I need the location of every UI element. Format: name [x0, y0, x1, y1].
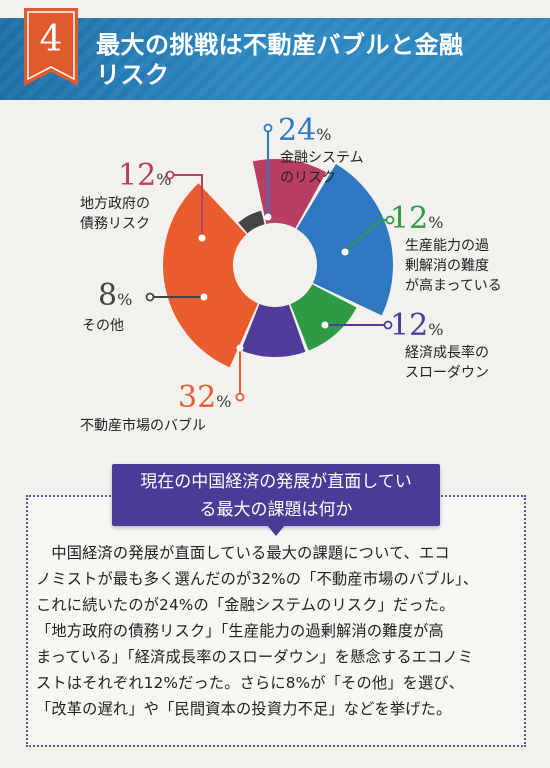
- leader-dot: [198, 234, 206, 242]
- badge-number: 4: [39, 19, 63, 60]
- body-line: ノミストが最も多く選んだのが32%の「不動産市場のバブル」、: [36, 570, 479, 588]
- leader-dot: [200, 293, 208, 301]
- question-box: 現在の中国経済の発展が直面してい る最大の課題は何か: [112, 464, 440, 526]
- page-title: 最大の挑戦は不動産バブルと金融 リスク: [96, 30, 536, 90]
- leader-end: [235, 392, 245, 402]
- title-line-1: 最大の挑戦は不動産バブルと金融: [96, 31, 464, 59]
- category-label: 経済成長率の: [405, 344, 489, 361]
- body-line: 中国経済の発展が直面している最大の課題について、エコ: [36, 544, 450, 562]
- category-label: 不動産市場のバブル: [80, 417, 206, 434]
- donut-chart: 24%金融システムのリスク12%生産能力の過剰解消の難度が高まっている12%経済…: [80, 113, 502, 434]
- leader-dot: [321, 321, 329, 329]
- category-label: 生産能力の過: [405, 238, 489, 254]
- leader-dot: [341, 248, 349, 256]
- pie-slice: [296, 163, 393, 316]
- body-line: 「改革の遅れ」や「民間資本の投資力不足」などを挙げた。: [36, 700, 452, 718]
- question-line-2: る最大の課題は何か: [199, 500, 353, 520]
- percent-label: 8%: [98, 278, 132, 313]
- leader-line: [170, 174, 203, 238]
- body-line: 「地方政府の債務リスク」「生産能力の過剰解消の難度が高: [36, 622, 444, 640]
- category-label: のリスク: [280, 170, 336, 186]
- body-line: ストはそれぞれ12%だった。さらに8%が「その他」を選び、: [36, 674, 465, 692]
- pie-slice: [290, 284, 357, 351]
- text-panel: [26, 495, 526, 747]
- percent-label: 12%: [118, 158, 171, 193]
- pie-slice: [252, 159, 327, 229]
- slice-label: 12% 地方政府の債務リスク: [80, 158, 206, 242]
- category-label: その他: [82, 318, 124, 334]
- category-label: 金融システム: [280, 150, 364, 166]
- percent-label: 24%: [278, 113, 331, 148]
- leader-dot: [236, 344, 244, 352]
- pie-slice: [163, 183, 258, 368]
- slice-label: 12%経済成長率のスローダウン: [321, 308, 489, 381]
- question-line-1: 現在の中国経済の発展が直面してい: [140, 472, 412, 492]
- pie-slice: [238, 210, 265, 234]
- leader-dot: [264, 213, 272, 221]
- pie-slice: [240, 304, 306, 358]
- donut-hole: [234, 224, 316, 306]
- header-pattern: [0, 18, 550, 100]
- body-line: これに続いたのが24%の「金融システムのリスク」だった。: [36, 596, 455, 614]
- slice-label: 24% 金融システムのリスク: [263, 113, 364, 221]
- slice-label: 32% 不動産市場のバブル: [80, 344, 245, 434]
- number-badge: [24, 8, 78, 86]
- category-label: 地方政府の: [80, 196, 150, 212]
- leader-end: [263, 123, 273, 133]
- body-text: 中国経済の発展が直面している最大の課題について、エコ ノミストが最も多く選んだの…: [36, 540, 518, 722]
- category-label: スローダウン: [405, 365, 489, 381]
- body-line: まっている」「経済成長率のスローダウン」を懸念するエコノミ: [36, 648, 474, 666]
- title-line-2: リスク: [96, 61, 170, 89]
- category-label: が高まっている: [405, 277, 502, 294]
- slice-label: 8% その他: [82, 278, 208, 334]
- header-banner: [0, 18, 550, 100]
- leader-end: [385, 215, 395, 225]
- percent-label: 12%: [390, 308, 443, 343]
- category-label: 債務リスク: [80, 216, 150, 232]
- question-pointer: [266, 524, 286, 536]
- category-label: 剰解消の難度: [405, 258, 489, 274]
- percent-label: 12%: [390, 201, 443, 236]
- leader-end: [145, 292, 155, 302]
- leader-end: [383, 320, 393, 330]
- leader-end: [165, 170, 175, 180]
- percent-label: 32%: [178, 380, 231, 415]
